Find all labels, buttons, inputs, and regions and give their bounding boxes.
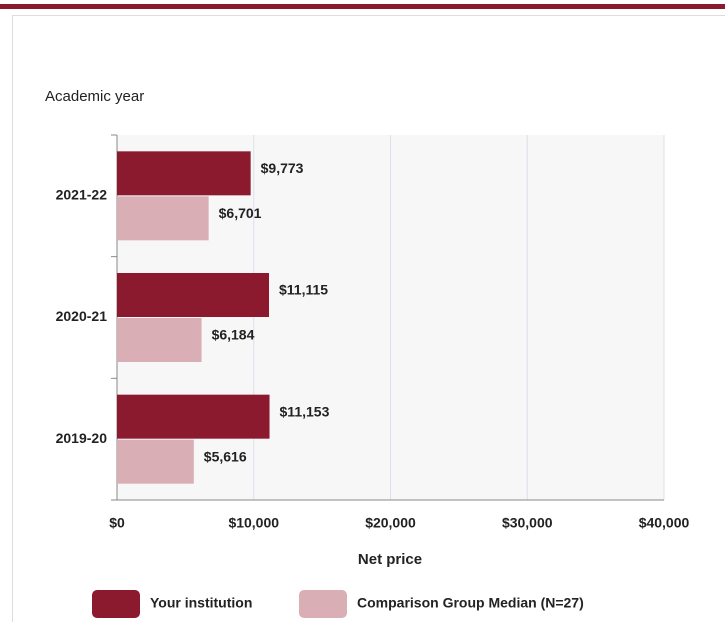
value-label: $5,616 (204, 448, 247, 464)
value-label: $6,701 (219, 205, 262, 221)
bar (117, 394, 270, 439)
bar (117, 196, 209, 241)
legend-label: Your institution (150, 595, 252, 611)
x-tick-label: $0 (109, 515, 125, 531)
x-tick-label: $30,000 (502, 515, 553, 531)
bar (117, 151, 251, 196)
value-label: $11,153 (280, 403, 330, 419)
bar (117, 318, 202, 362)
y-tick-label: 2021-22 (56, 187, 108, 203)
top-stripe (0, 4, 725, 9)
x-tick-label: $40,000 (639, 515, 690, 531)
legend-label: Comparison Group Median (N=27) (357, 595, 584, 611)
x-axis-title: Net price (358, 551, 422, 568)
x-tick-label: $20,000 (365, 515, 416, 531)
y-axis-title: Academic year (45, 88, 144, 105)
bar (117, 439, 194, 484)
x-tick-label: $10,000 (228, 515, 279, 531)
value-label: $6,184 (212, 327, 255, 343)
legend-swatch (92, 590, 140, 618)
value-label: $11,115 (279, 282, 328, 298)
legend-swatch (299, 590, 347, 618)
y-tick-label: 2019-20 (56, 430, 108, 446)
bar (117, 273, 269, 317)
y-tick-label: 2020-21 (56, 308, 108, 324)
value-label: $9,773 (261, 160, 304, 176)
